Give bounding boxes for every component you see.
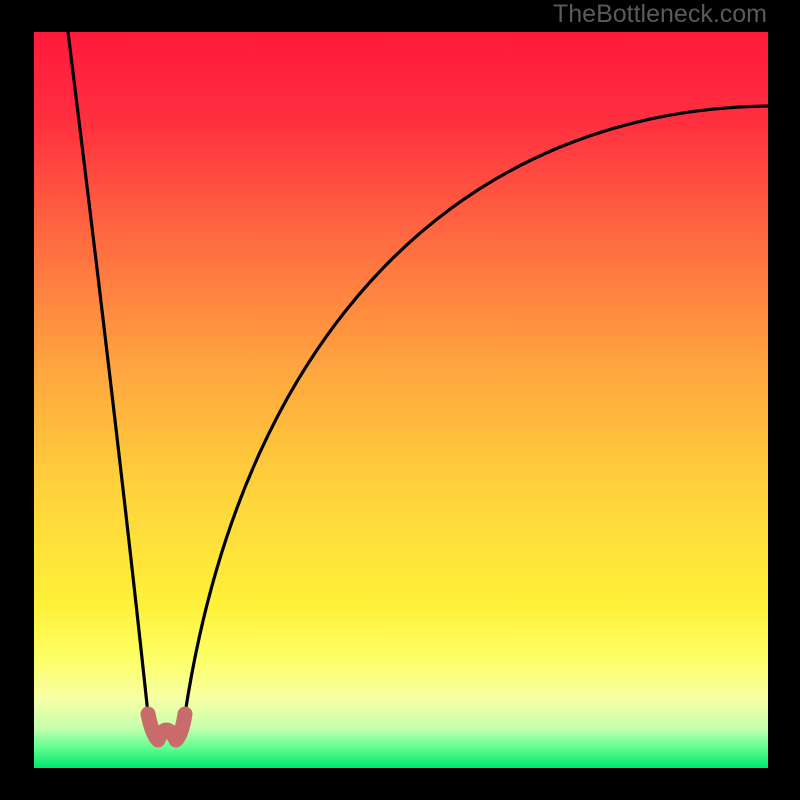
curve-left-branch bbox=[68, 32, 148, 714]
bottleneck-curve bbox=[0, 0, 800, 800]
valley-bump bbox=[148, 714, 185, 740]
curve-right-branch bbox=[185, 106, 768, 714]
chart-stage: TheBottleneck.com bbox=[0, 0, 800, 800]
watermark-text: TheBottleneck.com bbox=[553, 0, 767, 29]
